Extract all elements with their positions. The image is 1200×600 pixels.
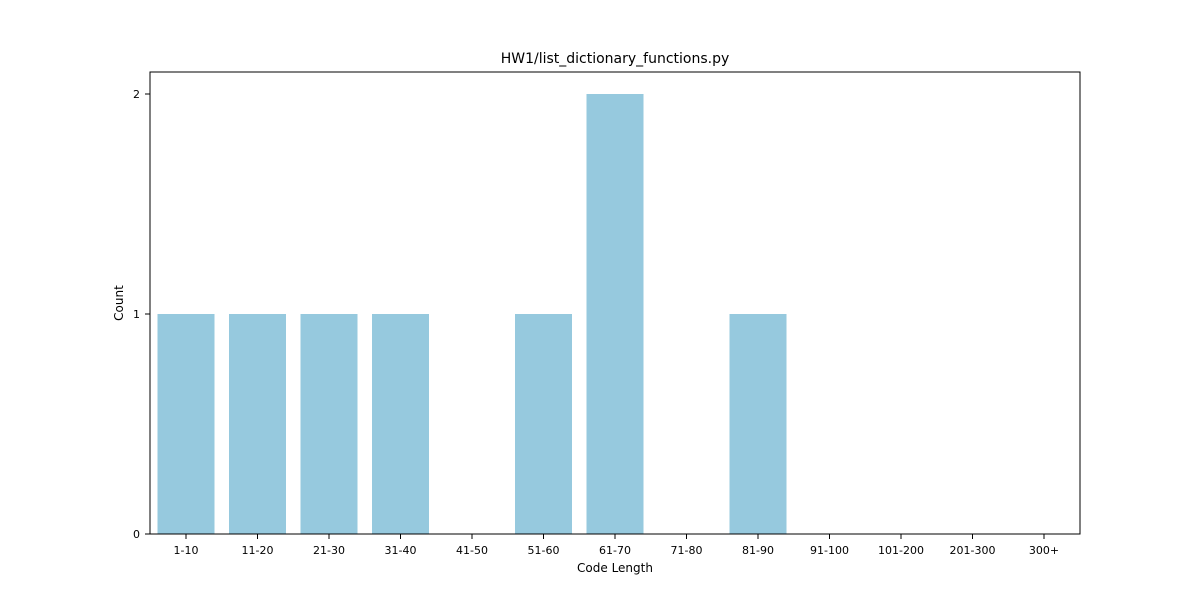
bar-31-40 (372, 314, 429, 534)
x-tick-label: 31-40 (385, 544, 417, 557)
bar-11-20 (229, 314, 286, 534)
y-tick-label: 0 (133, 528, 140, 541)
x-tick-label: 11-20 (242, 544, 274, 557)
y-axis: 0 1 2 (133, 88, 150, 541)
y-axis-label: Count (112, 285, 126, 321)
x-tick-label: 91-100 (810, 544, 849, 557)
x-tick-label: 201-300 (950, 544, 996, 557)
x-tick-label: 1-10 (174, 544, 199, 557)
x-tick-label: 51-60 (528, 544, 560, 557)
x-tick-label: 41-50 (456, 544, 488, 557)
bar-61-70 (586, 94, 644, 534)
chart-title: HW1/list_dictionary_functions.py (501, 51, 730, 67)
bars-layer (157, 94, 787, 534)
bar-51-60 (515, 314, 572, 534)
x-axis: 1-10 11-20 21-30 31-40 41-50 51-60 61-70 71-80 8… (174, 534, 1059, 557)
x-tick-label: 71-80 (671, 544, 703, 557)
bar-21-30 (300, 314, 358, 534)
x-tick-label: 81-90 (742, 544, 774, 557)
x-tick-label: 21-30 (313, 544, 345, 557)
x-tick-label: 101-200 (878, 544, 924, 557)
bar-1-10 (157, 314, 215, 534)
y-tick-label: 2 (133, 88, 140, 101)
bar-81-90 (729, 314, 787, 534)
x-tick-label: 61-70 (599, 544, 631, 557)
y-tick-label: 1 (133, 308, 140, 321)
x-tick-label: 300+ (1029, 544, 1059, 557)
x-axis-label: Code Length (577, 561, 653, 575)
